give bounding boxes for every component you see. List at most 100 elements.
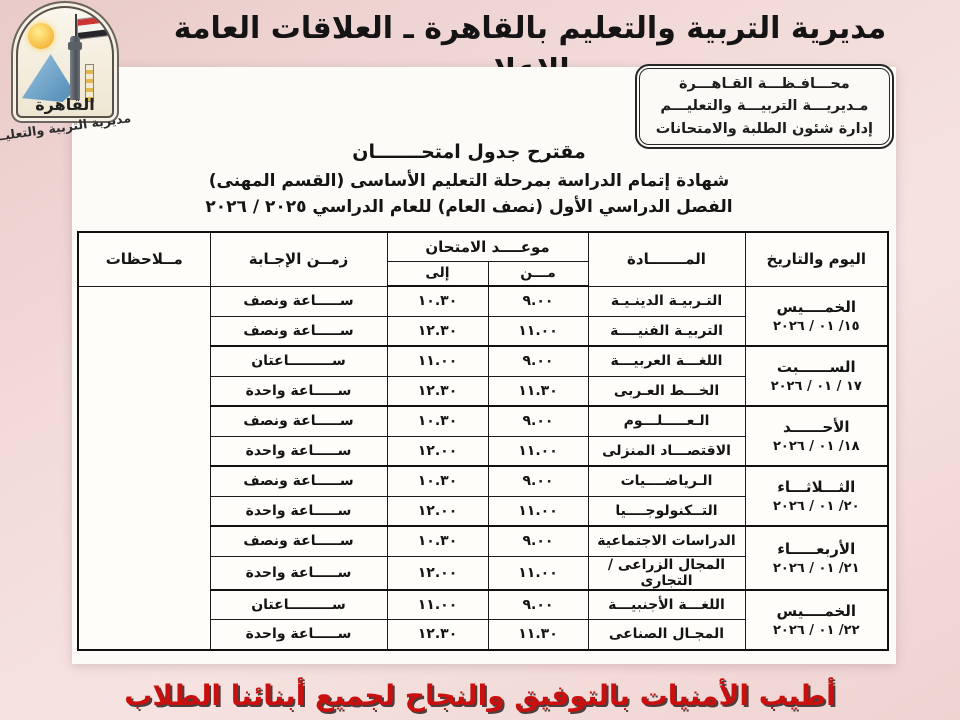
subject-cell: الـعـــــلـــوم — [587, 405, 746, 437]
document-title-line1: مقترح جدول امتحـــــــان — [352, 141, 586, 163]
day-name: الخمــــيس — [776, 297, 856, 316]
duration-cell: ســـــاعة واحدة — [209, 435, 388, 467]
day-name: الخمــــيس — [776, 601, 856, 620]
col-header-notes: مــلاحظات — [77, 231, 211, 287]
cairo-tower-icon — [68, 36, 82, 100]
col-header-day-date: اليوم والتاريخ — [744, 231, 889, 287]
time-from-cell: ١١.٣٠ — [487, 375, 589, 407]
time-from-cell: ٩.٠٠ — [487, 525, 589, 557]
time-to-cell: ١٠.٣٠ — [386, 285, 489, 317]
subject-cell: الاقتصـــاد المنزلى — [587, 435, 746, 467]
subject-cell: التــكنولوجــــيا — [587, 495, 746, 527]
cairo-directorate-logo: القاهرة مديرية التربية والتعليـم — [0, 6, 134, 144]
notes-cell — [77, 285, 211, 650]
logo-arch: القاهرة — [16, 6, 114, 118]
subject-cell: الدراسات الاجتماعية — [587, 525, 746, 557]
time-to-cell: ١١.٠٠ — [386, 588, 489, 620]
day-date: ٢٢/ ٠١ / ٢٠٢٦ — [772, 622, 860, 638]
day-date: ٢١/ ٠١ / ٢٠٢٦ — [772, 560, 860, 576]
subject-cell: اللغـــة العربيـــة — [587, 345, 746, 377]
col-header-exam-time: موعــــد الامتحان — [386, 231, 589, 262]
day-name: الثـــلاثـــاء — [777, 478, 856, 496]
logo-city-label: القاهرة — [35, 95, 95, 114]
table-row: الأربعـــــاء ٢١/ ٠١ / ٢٠٢٦ الدراسات الا… — [78, 525, 889, 590]
day-date: ١٧ / ٠١ / ٢٠٢٦ — [770, 379, 862, 394]
time-from-cell: ١١.٠٠ — [487, 495, 589, 527]
time-to-cell: ١١.٠٠ — [386, 345, 489, 377]
scanned-document: محـــافـظـــة القـاهـــرة مـديريـــة الت… — [72, 64, 896, 664]
day-date-cell: الأحــــــد ١٨/ ٠١ / ٢٠٢٦ — [744, 405, 889, 467]
document-title-block: مقترح جدول امتحـــــــان شهادة إتمام الد… — [112, 141, 826, 221]
time-to-cell: ١٢.٣٠ — [386, 315, 489, 347]
time-to-cell: ١٠.٣٠ — [386, 465, 489, 497]
subject-cell: المجال الزراعى / التجارى — [587, 555, 746, 590]
table-row: الخمــــيس ١٥/ ٠١ / ٢٠٢٦ التـربيـة الدين… — [77, 285, 889, 650]
day-date: ٢٠/ ٠١ / ٢٠٢٦ — [772, 499, 860, 514]
footer-message: أطيب الأمنيات بالتوفيق والنجاح لجميع أبن… — [124, 679, 836, 712]
time-from-cell: ٩.٠٠ — [487, 588, 589, 620]
duration-cell: ســـــاعة واحدة — [209, 619, 388, 650]
subject-cell: المجـال الصناعى — [587, 619, 746, 650]
table-header: اليوم والتاريخ المـــــــادة موعــــد ال… — [77, 231, 889, 287]
time-from-cell: ١١.٠٠ — [487, 435, 589, 467]
sun-icon — [28, 23, 54, 49]
time-to-cell: ١٢.٠٠ — [386, 495, 489, 527]
day-date: ١٨/ ٠١ / ٢٠٢٦ — [772, 439, 860, 454]
duration-cell: ســـــاعة واحدة — [209, 555, 388, 590]
table-row: المجال الزراعى / التجارى ١١.٠٠ ١٢.٠٠ ســ… — [78, 555, 888, 590]
minaret-icon — [85, 64, 94, 102]
duration-cell: ســـــاعة ونصف — [209, 405, 388, 437]
table-row: الاقتصـــاد المنزلى ١١.٠٠ ١٢.٠٠ ســـــاع… — [78, 435, 888, 467]
document-title-line2: شهادة إتمام الدراسة بمرحلة التعليم الأسا… — [208, 171, 730, 191]
duration-cell: ســـــــــاعتان — [209, 588, 388, 620]
time-to-cell: ١٠.٣٠ — [386, 405, 489, 437]
subject-cell: التربيـة الفنيــــة — [587, 315, 746, 347]
day-date-cell: الثـــلاثـــاء ٢٠/ ٠١ / ٢٠٢٦ — [744, 465, 889, 527]
stamp-line-department: إدارة شئون الطلبة والامتحانات — [655, 120, 873, 137]
time-from-cell: ٩.٠٠ — [487, 285, 589, 317]
day-date: ١٥/ ٠١ / ٢٠٢٦ — [772, 318, 860, 334]
day-date-cell: الخمــــيس ١٥/ ٠١ / ٢٠٢٦ — [744, 285, 889, 347]
time-from-cell: ١١.٠٠ — [487, 315, 589, 347]
subject-cell: اللغـــة الأجنبيـــة — [587, 588, 746, 620]
col-header-duration: زمــن الإجـابة — [209, 231, 388, 287]
table-row: الخمــــيس ٢٢/ ٠١ / ٢٠٢٦ اللغـــة الأجنب… — [78, 588, 889, 650]
time-to-cell: ١٢.٣٠ — [386, 619, 489, 650]
exam-schedule-table: اليوم والتاريخ المـــــــادة موعــــد ال… — [77, 231, 889, 651]
time-to-cell: ١٢.٠٠ — [386, 435, 489, 467]
subject-cell: التـربيـة الدينـيـة — [587, 285, 746, 317]
time-from-cell: ١١.٣٠ — [487, 619, 589, 650]
col-header-subject: المـــــــادة — [587, 231, 746, 287]
table-row: الخـــط العـربى ١١.٣٠ ١٢.٣٠ ســـــاعة وا… — [78, 375, 888, 407]
day-name: الأربعـــــاء — [777, 539, 856, 558]
day-date-cell: الخمــــيس ٢٢/ ٠١ / ٢٠٢٦ — [744, 588, 889, 650]
day-name: الســــــبت — [776, 358, 856, 376]
day-date-cell: الأربعـــــاء ٢١/ ٠١ / ٢٠٢٦ — [744, 525, 889, 590]
day-name: الأحــــــد — [782, 418, 850, 436]
table-row: الســــــبت ١٧ / ٠١ / ٢٠٢٦ اللغـــة العر… — [78, 345, 889, 407]
stamp-line-governorate: محـــافـظـــة القـاهـــرة — [678, 76, 850, 92]
stamp-inner-frame: محـــافـظـــة القـاهـــرة مـديريـــة الت… — [638, 68, 890, 146]
time-to-cell: ١٢.٠٠ — [386, 555, 489, 590]
table-row: الثـــلاثـــاء ٢٠/ ٠١ / ٢٠٢٦ الـرياضــــ… — [78, 465, 889, 527]
duration-cell: ســـــاعة واحدة — [209, 495, 388, 527]
time-to-cell: ١٢.٣٠ — [386, 375, 489, 407]
administration-stamp-box: محـــافـظـــة القـاهـــرة مـديريـــة الت… — [634, 64, 894, 150]
duration-cell: ســـــاعة ونصف — [209, 285, 388, 317]
stamp-line-directorate: مـديريـــة التربيـــة والتعليـــم — [660, 98, 869, 115]
time-from-cell: ٩.٠٠ — [487, 345, 589, 377]
col-header-to: إلى — [386, 260, 489, 287]
time-from-cell: ٩.٠٠ — [487, 405, 589, 437]
table-row: التــكنولوجــــيا ١١.٠٠ ١٢.٠٠ ســـــاعة … — [78, 495, 888, 527]
document-title-line3: الفصل الدراسي الأول (نصف العام) للعام ال… — [205, 197, 733, 218]
table-row: المجـال الصناعى ١١.٣٠ ١٢.٣٠ ســـــاعة وا… — [78, 619, 888, 650]
time-to-cell: ١٠.٣٠ — [386, 525, 489, 557]
day-date-cell: الســــــبت ١٧ / ٠١ / ٢٠٢٦ — [744, 345, 889, 407]
subject-cell: الـرياضــــيات — [587, 465, 746, 497]
duration-cell: ســـــاعة ونصف — [209, 525, 388, 557]
time-from-cell: ٩.٠٠ — [487, 465, 589, 497]
egypt-flag-icon — [77, 14, 110, 41]
duration-cell: ســـــاعة ونصف — [209, 465, 388, 497]
duration-cell: ســـــاعة واحدة — [209, 375, 388, 407]
